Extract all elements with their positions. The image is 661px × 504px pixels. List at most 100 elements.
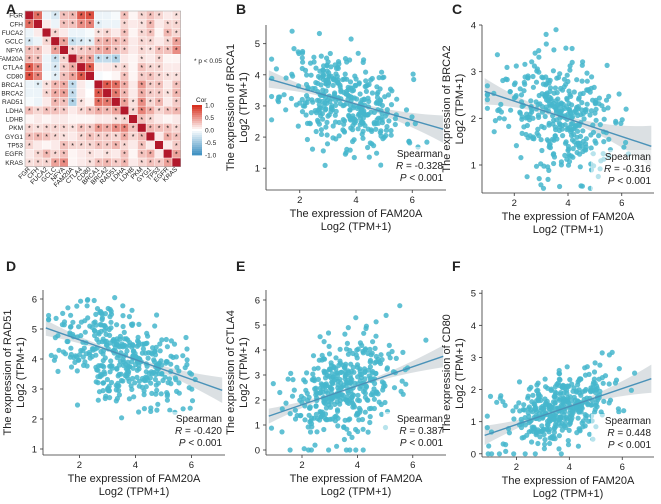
scatter-point bbox=[357, 91, 363, 97]
significance-star: * bbox=[45, 151, 48, 158]
heatmap-cell bbox=[42, 97, 52, 107]
scatter-point bbox=[56, 347, 62, 353]
significance-star: * bbox=[140, 143, 143, 150]
heatmap-cell bbox=[68, 105, 78, 116]
scatter-point bbox=[107, 314, 113, 320]
significance-star: * bbox=[63, 13, 66, 20]
y-axis-unit: Log2 (TPM+1) bbox=[238, 72, 250, 143]
scatter-point bbox=[556, 376, 563, 382]
heatmap-cell bbox=[68, 28, 78, 38]
scatter-point bbox=[299, 109, 306, 115]
scatter-point bbox=[387, 86, 394, 92]
scatter-point bbox=[517, 109, 523, 115]
significance-star: * bbox=[123, 65, 126, 72]
scatter-point bbox=[534, 66, 541, 72]
scatter-point bbox=[542, 91, 548, 97]
scatter-point bbox=[312, 442, 318, 448]
significance-star: * bbox=[63, 91, 66, 98]
scatter-point bbox=[360, 426, 366, 432]
scatter-point bbox=[355, 50, 361, 56]
significance-star: * bbox=[175, 143, 178, 150]
scatter-point bbox=[317, 68, 323, 74]
heatmap-row-label: PKM bbox=[9, 125, 23, 132]
scatter-point bbox=[553, 107, 560, 113]
scatter-point bbox=[154, 407, 160, 413]
scatter-point bbox=[270, 381, 276, 387]
heatmap-row-label: FAM20A bbox=[0, 56, 24, 63]
scatter-point bbox=[590, 129, 597, 135]
heatmap-cell bbox=[76, 79, 86, 90]
scatter-point bbox=[494, 399, 500, 405]
scatter-point bbox=[335, 423, 341, 429]
scatter-point bbox=[368, 375, 374, 381]
significance-star: * bbox=[158, 91, 161, 98]
significance-star: * bbox=[158, 160, 161, 167]
scatter-point bbox=[388, 102, 395, 108]
legend-tick-label: -1.0 bbox=[205, 153, 217, 160]
scatter-point bbox=[100, 380, 106, 386]
scatter-point bbox=[288, 370, 294, 376]
scatter-point bbox=[354, 362, 361, 368]
scatter-point bbox=[183, 334, 189, 341]
significance-star: * bbox=[71, 48, 74, 55]
scatter-point bbox=[524, 432, 530, 438]
scatter-point bbox=[308, 72, 314, 78]
scatter-point bbox=[552, 392, 558, 398]
scatter-point bbox=[307, 429, 314, 435]
panel-label-c: C bbox=[452, 1, 462, 17]
regression-line bbox=[45, 327, 223, 391]
scatter-point bbox=[560, 133, 566, 139]
significance-star: * bbox=[37, 13, 40, 20]
legend-gradient-step bbox=[192, 129, 202, 132]
scatter-point bbox=[85, 297, 91, 303]
y-axis-title: The expression of CD80 bbox=[441, 314, 453, 433]
scatter-point bbox=[313, 411, 319, 417]
scatter-point bbox=[548, 413, 554, 419]
scatter-point bbox=[535, 396, 541, 402]
scatter-point bbox=[557, 417, 563, 423]
scatter-point bbox=[300, 103, 306, 109]
scatter-point bbox=[96, 331, 102, 337]
heatmap-cell bbox=[33, 140, 43, 150]
scatter-point bbox=[601, 139, 607, 145]
heatmap-cell bbox=[42, 54, 52, 64]
heatmap-cell bbox=[24, 79, 34, 90]
scatter-point bbox=[268, 425, 275, 431]
scatter-point bbox=[313, 403, 319, 409]
scatter-point bbox=[95, 374, 101, 380]
scatter-point bbox=[544, 422, 551, 428]
y-tick-label: 2 bbox=[471, 385, 476, 396]
scatter-point bbox=[96, 389, 103, 395]
scatter-point bbox=[91, 297, 97, 304]
scatter-point bbox=[373, 319, 379, 325]
scatter-point bbox=[157, 341, 163, 347]
significance-star: * bbox=[80, 56, 83, 63]
significance-star: * bbox=[28, 39, 31, 46]
significance-star: * bbox=[158, 13, 161, 20]
scatter-point bbox=[346, 430, 352, 437]
scatter-point bbox=[545, 176, 551, 182]
scatter-point bbox=[552, 384, 559, 390]
heatmap-cell bbox=[24, 88, 34, 98]
y-tick-label: 1 bbox=[255, 164, 260, 175]
scatter-point bbox=[532, 451, 538, 457]
scatter-point bbox=[563, 424, 569, 431]
scatter-point bbox=[60, 310, 66, 316]
scatter-point bbox=[150, 345, 156, 351]
scatter-point bbox=[348, 361, 354, 367]
scatter-point bbox=[521, 407, 528, 413]
scatter-point bbox=[189, 398, 196, 404]
scatter-point bbox=[579, 107, 585, 113]
scatter-point bbox=[342, 376, 348, 382]
scatter-point bbox=[68, 312, 74, 318]
scatter-point bbox=[522, 451, 528, 457]
scatter-point bbox=[551, 426, 557, 432]
scatter-point bbox=[354, 105, 360, 111]
scatter-point bbox=[564, 390, 570, 396]
heatmap-cell bbox=[24, 97, 34, 107]
scatter-point bbox=[362, 394, 368, 400]
scatter-point bbox=[536, 54, 542, 60]
heatmap-cell bbox=[128, 10, 138, 20]
significance-star: * bbox=[54, 151, 57, 158]
scatter-point bbox=[325, 330, 332, 336]
